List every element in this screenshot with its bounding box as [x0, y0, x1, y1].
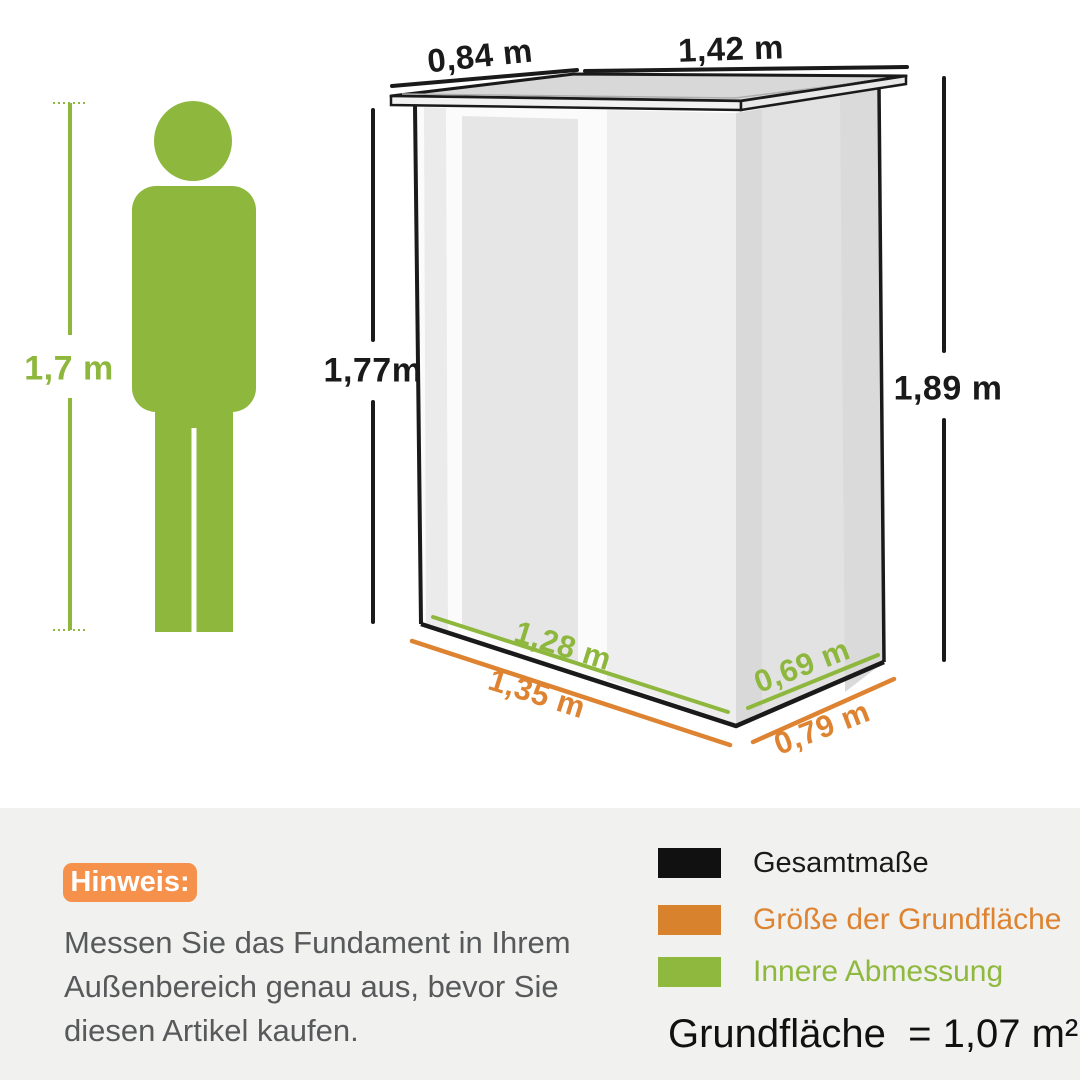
base-dimension-lines: [409, 638, 897, 748]
roof-width-label: 1,42 m: [677, 28, 785, 69]
person-height-label: 1,7 m: [24, 349, 114, 388]
base-color-swatch: [658, 905, 721, 935]
shed-illustration: [389, 72, 908, 729]
legend-item-base: Größe der Grundfläche: [658, 903, 1062, 936]
overall-color-swatch: [658, 848, 721, 878]
legend-label-base: Größe der Grundfläche: [753, 903, 1062, 936]
person-height-line: [53, 102, 88, 631]
front-height-label: 1,77m: [323, 351, 423, 390]
hinweis-badge: Hinweis:: [63, 863, 197, 902]
total-height-label: 1,89 m: [893, 369, 1003, 408]
legend-item-overall: Gesamtmaße: [658, 846, 929, 879]
floor-area-value: Grundfläche = 1,07 m²: [668, 1012, 1079, 1056]
note-text-line: diesen Artikel kaufen.: [64, 1013, 359, 1048]
person-silhouette: [132, 101, 256, 632]
note-text: Messen Sie das Fundament in Ihrem Außenb…: [64, 921, 664, 1053]
note-text-line: Messen Sie das Fundament in Ihrem: [64, 925, 571, 960]
note-text-line: Außenbereich genau aus, bevor Sie: [64, 969, 559, 1004]
legend-item-inner: Innere Abmessung: [658, 955, 1004, 988]
door-panel: [462, 116, 578, 665]
legend-label-overall: Gesamtmaße: [753, 846, 929, 879]
note-section: [0, 808, 1080, 1080]
hinweis-badge-label: Hinweis:: [70, 866, 190, 898]
legend-label-inner: Innere Abmessung: [753, 955, 1004, 988]
inner-color-swatch: [658, 957, 721, 987]
roof: [389, 72, 908, 112]
inner-dimension-lines: [431, 615, 880, 714]
overall-dimension-lines: [371, 65, 946, 662]
